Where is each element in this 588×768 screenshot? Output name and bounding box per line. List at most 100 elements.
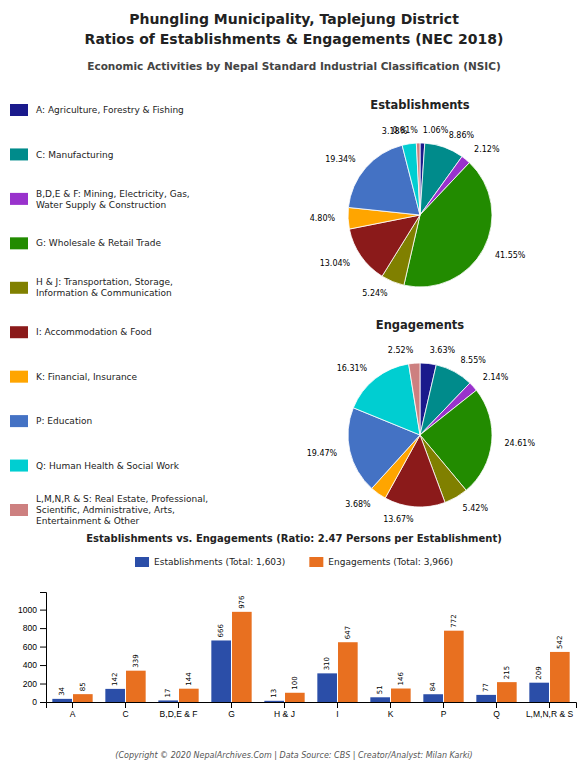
pie-chart: Engagements3.63%8.55%2.14%24.61%5.42%13.… bbox=[307, 318, 536, 524]
legend-label: C: Manufacturing bbox=[36, 150, 113, 160]
legend-label-line: H & J: Transportation, Storage, bbox=[36, 277, 173, 287]
bar bbox=[423, 694, 443, 702]
legend-label: I: Accommodation & Food bbox=[36, 327, 152, 337]
legend-label: K: Financial, Insurance bbox=[36, 372, 138, 382]
data-label: 772 bbox=[450, 614, 458, 627]
x-tick-label: K bbox=[388, 709, 394, 719]
bar bbox=[391, 689, 411, 702]
x-tick: B,D,E & F bbox=[160, 702, 198, 719]
x-tick-label: I bbox=[336, 709, 338, 719]
title-line: Phungling Municipality, Taplejung Distri… bbox=[129, 11, 459, 27]
legend-swatch bbox=[309, 557, 323, 567]
bar-series bbox=[52, 640, 549, 702]
x-axis-line bbox=[47, 703, 577, 709]
legend-label-line: Information & Communication bbox=[36, 288, 172, 298]
legend-item: H & J: Transportation, Storage,Informati… bbox=[10, 277, 173, 298]
data-label: 85 bbox=[79, 682, 87, 691]
legend-swatch bbox=[135, 557, 149, 567]
x-tick-label: B,D,E & F bbox=[160, 709, 198, 719]
data-label: 146 bbox=[397, 672, 405, 686]
legend-label: Q: Human Health & Social Work bbox=[36, 461, 180, 471]
slices bbox=[348, 363, 492, 507]
legend-item: C: Manufacturing bbox=[10, 148, 113, 160]
legend-label-line: Scientific, Administrative, Arts, bbox=[36, 505, 175, 515]
legend-swatch bbox=[10, 282, 28, 294]
legend-swatch bbox=[10, 371, 28, 383]
legend-swatch bbox=[10, 326, 28, 338]
slices bbox=[348, 143, 492, 287]
x-tick-mark bbox=[72, 702, 73, 708]
y-tick-mark bbox=[40, 665, 46, 666]
bar bbox=[370, 697, 390, 702]
legend-label: A: Agriculture, Forestry & Fishing bbox=[36, 105, 184, 115]
x-tick: G bbox=[228, 702, 235, 719]
legend-swatch bbox=[10, 148, 28, 160]
bar bbox=[264, 701, 284, 702]
data-labels: 3414217666133105184772098533914497610064… bbox=[58, 595, 564, 698]
legend-label-line: Water Supply & Construction bbox=[36, 200, 166, 210]
legend-swatch bbox=[10, 193, 28, 205]
y-tick-mark bbox=[40, 628, 46, 629]
legend-label: G: Wholesale & Retail Trade bbox=[36, 238, 161, 248]
data-label: 17 bbox=[164, 689, 172, 698]
data-label: 209 bbox=[535, 666, 543, 679]
y-tick-label: 0 bbox=[32, 697, 37, 707]
title: Phungling Municipality, Taplejung Distri… bbox=[85, 11, 504, 47]
data-label: 2.52% bbox=[388, 346, 414, 355]
x-tick: P bbox=[441, 702, 447, 719]
x-tick-label: Q bbox=[493, 709, 500, 719]
data-label: 19.47% bbox=[307, 449, 338, 458]
bars bbox=[52, 612, 569, 702]
y-axis: 02004006008001000 bbox=[18, 593, 46, 708]
bar bbox=[105, 689, 125, 702]
bar bbox=[52, 699, 72, 702]
bar bbox=[126, 671, 146, 702]
x-tick: L,M,N,R & S bbox=[526, 702, 574, 719]
data-label: 13.67% bbox=[383, 515, 414, 524]
y-tick: 200 bbox=[23, 679, 46, 689]
data-label: 3.63% bbox=[430, 346, 456, 355]
bar-title: Establishments vs. Engagements (Ratio: 2… bbox=[86, 533, 502, 544]
data-label: 41.55% bbox=[495, 251, 526, 260]
legend-label-line: C: Manufacturing bbox=[36, 150, 113, 160]
x-tick: C bbox=[122, 702, 128, 719]
y-tick-label: 600 bbox=[23, 642, 37, 652]
annotation: (Copyright © 2020 NepalArchives.Com | Da… bbox=[115, 751, 472, 760]
legend-label: H & J: Transportation, Storage,Informati… bbox=[36, 277, 173, 298]
data-label: 19.34% bbox=[325, 155, 356, 164]
legend-item: G: Wholesale & Retail Trade bbox=[10, 237, 161, 249]
bar-legend: Establishments (Total: 1,603)Engagements… bbox=[135, 557, 453, 568]
x-tick-mark bbox=[443, 702, 444, 708]
legend-label-line: A: Agriculture, Forestry & Fishing bbox=[36, 105, 184, 115]
subtitle: Economic Activities by Nepal Standard In… bbox=[87, 60, 501, 72]
data-label: 100 bbox=[291, 676, 299, 689]
chart-root: Phungling Municipality, Taplejung Distri… bbox=[0, 0, 588, 768]
y-tick-label: 800 bbox=[23, 623, 37, 633]
pie-slice bbox=[416, 143, 420, 215]
legend-label-line: P: Education bbox=[36, 416, 92, 426]
y-tick-mark bbox=[40, 610, 46, 611]
y-tick: 1000 bbox=[18, 605, 46, 615]
legend-swatch bbox=[10, 415, 28, 427]
data-label: 142 bbox=[111, 673, 119, 686]
y-tick-label: 200 bbox=[23, 679, 37, 689]
bar bbox=[529, 683, 549, 702]
data-label: 1.06% bbox=[423, 126, 449, 135]
data-label: 3.68% bbox=[345, 500, 371, 509]
pie-slice bbox=[409, 363, 420, 435]
x-tick-mark bbox=[125, 702, 126, 708]
legend: A: Agriculture, Forestry & Fishing C: Man… bbox=[10, 104, 208, 526]
legend-label-line: G: Wholesale & Retail Trade bbox=[36, 238, 161, 248]
data-label: 8.55% bbox=[460, 356, 486, 365]
y-tick: 800 bbox=[23, 623, 46, 633]
legend-label: L,M,N,R & S: Real Estate, Professional,S… bbox=[36, 494, 208, 526]
data-label: 215 bbox=[503, 666, 511, 679]
legend-label-line: Entertainment & Other bbox=[36, 516, 140, 526]
y-tick-mark bbox=[40, 702, 46, 703]
legend-swatch bbox=[10, 237, 28, 249]
data-label: 77 bbox=[482, 683, 490, 692]
data-label: 976 bbox=[238, 595, 246, 609]
pie-title: Engagements bbox=[376, 318, 465, 332]
legend-item: Engagements (Total: 3,966) bbox=[309, 557, 453, 568]
data-label: 24.61% bbox=[505, 439, 536, 448]
